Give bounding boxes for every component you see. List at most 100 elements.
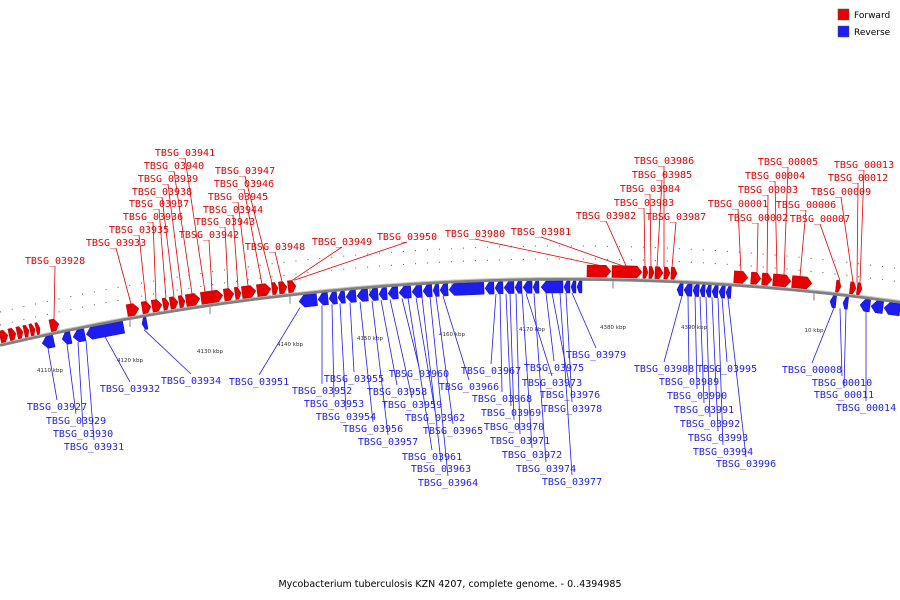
reverse-gene-label[interactable]: TBSG_03959 — [382, 400, 442, 411]
reverse-gene-arrow[interactable] — [514, 281, 523, 294]
reverse-gene-label[interactable]: TBSG_03954 — [316, 412, 376, 423]
forward-gene-label[interactable]: TBSG_03987 — [646, 212, 706, 223]
reverse-gene-label[interactable]: TBSG_03956 — [343, 424, 403, 435]
reverse-gene-arrow[interactable] — [317, 292, 329, 306]
reverse-gene-arrow[interactable] — [411, 285, 423, 298]
reverse-gene-label[interactable]: TBSG_00010 — [812, 378, 872, 389]
forward-gene-label[interactable]: TBSG_00013 — [834, 160, 894, 171]
reverse-gene-label[interactable]: TBSG_03974 — [516, 464, 576, 475]
reverse-gene-arrow[interactable] — [439, 283, 449, 297]
reverse-gene-label[interactable]: TBSG_03951 — [229, 377, 289, 388]
reverse-gene-label[interactable]: TBSG_03970 — [484, 422, 544, 433]
reverse-gene-label[interactable]: TBSG_03976 — [540, 390, 600, 401]
reverse-gene-label[interactable]: TBSG_03992 — [680, 419, 740, 430]
reverse-gene-arrow[interactable] — [345, 289, 357, 303]
forward-gene-label[interactable]: TBSG_03981 — [511, 227, 571, 238]
forward-gene-arrow[interactable] — [287, 280, 297, 294]
forward-gene-label[interactable]: TBSG_00004 — [745, 171, 805, 182]
forward-gene-arrow[interactable] — [48, 318, 60, 332]
reverse-gene-label[interactable]: TBSG_03971 — [490, 436, 550, 447]
reverse-gene-label[interactable]: TBSG_03968 — [472, 394, 532, 405]
forward-gene-label[interactable]: TBSG_03985 — [632, 170, 692, 181]
forward-gene-label[interactable]: TBSG_03939 — [138, 174, 198, 185]
reverse-gene-arrow[interactable] — [484, 281, 495, 295]
forward-gene-arrow[interactable] — [750, 271, 762, 285]
reverse-gene-label[interactable]: TBSG_03952 — [292, 386, 352, 397]
reverse-gene-arrow[interactable] — [711, 285, 719, 298]
forward-gene-arrow[interactable] — [586, 264, 612, 278]
forward-gene-label[interactable]: TBSG_00007 — [790, 214, 850, 225]
forward-gene-label[interactable]: TBSG_03937 — [129, 199, 189, 210]
reverse-gene-arrow[interactable] — [563, 280, 571, 294]
reverse-gene-label[interactable]: TBSG_03960 — [389, 369, 449, 380]
reverse-gene-label[interactable]: TBSG_03953 — [304, 399, 364, 410]
forward-gene-label[interactable]: TBSG_03944 — [203, 205, 263, 216]
reverse-gene-label[interactable]: TBSG_03975 — [524, 363, 584, 374]
forward-gene-arrow[interactable] — [663, 266, 671, 280]
forward-gene-label[interactable]: TBSG_03986 — [634, 156, 694, 167]
forward-gene-arrow[interactable] — [278, 281, 288, 295]
reverse-gene-arrow[interactable] — [356, 288, 369, 302]
forward-gene-arrow[interactable] — [241, 285, 257, 299]
reverse-gene-arrow[interactable] — [432, 284, 440, 297]
reverse-gene-label[interactable]: TBSG_03963 — [411, 464, 471, 475]
reverse-gene-label[interactable]: TBSG_03973 — [522, 378, 582, 389]
reverse-gene-label[interactable]: TBSG_03979 — [566, 350, 626, 361]
reverse-gene-arrow[interactable] — [72, 328, 87, 343]
reverse-gene-arrow[interactable] — [842, 296, 849, 310]
reverse-gene-arrow[interactable] — [387, 286, 399, 300]
reverse-gene-arrow[interactable] — [699, 284, 706, 298]
forward-gene-label[interactable]: TBSG_03984 — [620, 184, 680, 195]
reverse-gene-arrow[interactable] — [41, 334, 56, 349]
reverse-gene-label[interactable]: TBSG_03990 — [667, 391, 727, 402]
reverse-gene-label[interactable]: TBSG_03977 — [542, 477, 602, 488]
forward-gene-label[interactable]: TBSG_03946 — [214, 179, 274, 190]
reverse-gene-label[interactable]: TBSG_03955 — [324, 374, 384, 385]
reverse-gene-arrow[interactable] — [398, 285, 412, 299]
reverse-gene-arrow[interactable] — [676, 283, 684, 297]
forward-gene-label[interactable]: TBSG_03933 — [86, 238, 146, 249]
forward-gene-label[interactable]: TBSG_03948 — [245, 242, 305, 253]
forward-gene-label[interactable]: TBSG_03936 — [123, 212, 183, 223]
forward-gene-label[interactable]: TBSG_03950 — [377, 232, 437, 243]
forward-gene-arrow[interactable] — [28, 323, 36, 337]
reverse-gene-arrow[interactable] — [368, 288, 379, 301]
forward-gene-label[interactable]: TBSG_03982 — [576, 211, 636, 222]
forward-gene-label[interactable]: TBSG_03949 — [312, 237, 372, 248]
reverse-gene-arrow[interactable] — [725, 286, 732, 299]
forward-gene-arrow[interactable] — [271, 282, 279, 295]
reverse-gene-label[interactable]: TBSG_03994 — [693, 447, 753, 458]
forward-gene-label[interactable]: TBSG_03928 — [25, 256, 85, 267]
reverse-gene-arrow[interactable] — [870, 300, 884, 314]
forward-gene-label[interactable]: TBSG_03942 — [179, 230, 239, 241]
forward-gene-label[interactable]: TBSG_00005 — [758, 157, 818, 168]
reverse-gene-arrow[interactable] — [85, 321, 126, 340]
forward-gene-label[interactable]: TBSG_00012 — [828, 173, 888, 184]
forward-gene-arrow[interactable] — [233, 286, 242, 300]
forward-gene-arrow[interactable] — [0, 329, 9, 344]
forward-gene-arrow[interactable] — [200, 289, 224, 305]
reverse-gene-arrow[interactable] — [576, 280, 583, 294]
forward-gene-arrow[interactable] — [7, 327, 17, 341]
forward-gene-arrow[interactable] — [761, 272, 773, 286]
reverse-gene-label[interactable]: TBSG_03932 — [100, 384, 160, 395]
reverse-gene-arrow[interactable] — [422, 284, 433, 298]
forward-gene-arrow[interactable] — [856, 282, 863, 296]
forward-gene-label[interactable]: TBSG_00009 — [811, 187, 871, 198]
reverse-gene-label[interactable]: TBSG_03995 — [697, 364, 757, 375]
forward-gene-label[interactable]: TBSG_03945 — [208, 192, 268, 203]
reverse-gene-label[interactable]: TBSG_03993 — [688, 433, 748, 444]
reverse-gene-arrow[interactable] — [705, 284, 712, 298]
reverse-gene-label[interactable]: TBSG_03967 — [461, 366, 521, 377]
reverse-gene-label[interactable]: TBSG_03972 — [502, 450, 562, 461]
reverse-gene-label[interactable]: TBSG_03965 — [423, 426, 483, 437]
reverse-gene-arrow[interactable] — [829, 295, 837, 309]
reverse-gene-arrow[interactable] — [378, 287, 388, 301]
reverse-gene-label[interactable]: TBSG_03957 — [358, 437, 418, 448]
reverse-gene-arrow[interactable] — [141, 317, 149, 330]
forward-gene-arrow[interactable] — [772, 273, 792, 288]
forward-gene-arrow[interactable] — [670, 267, 678, 280]
reverse-gene-label[interactable]: TBSG_03934 — [161, 376, 221, 387]
reverse-gene-label[interactable]: TBSG_03964 — [418, 478, 478, 489]
reverse-gene-label[interactable]: TBSG_03958 — [367, 387, 427, 398]
